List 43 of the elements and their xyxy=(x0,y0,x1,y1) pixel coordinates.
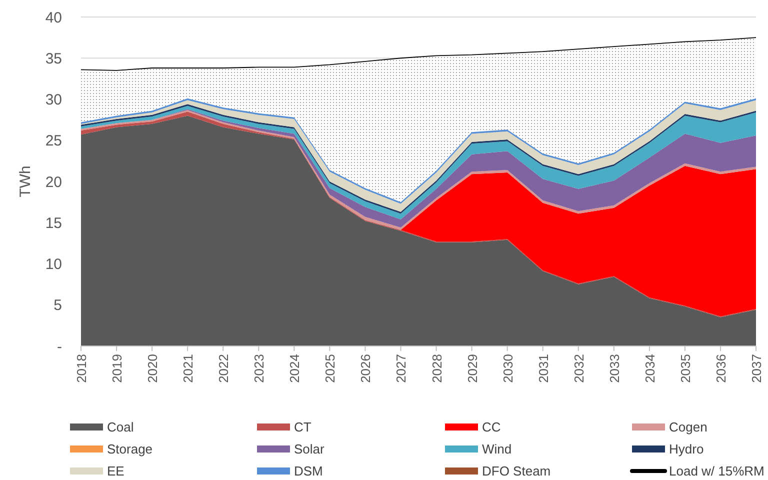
y-tick-label: 30 xyxy=(45,92,62,108)
y-tick-label: - xyxy=(57,338,62,356)
y-tick-label: 10 xyxy=(45,256,62,273)
y-tick-label: 15 xyxy=(45,214,62,232)
legend-label: Hydro xyxy=(669,442,704,457)
x-tick-label: 2036 xyxy=(713,354,728,383)
y-tick-label: 40 xyxy=(45,9,62,26)
legend-label: Solar xyxy=(294,442,326,457)
x-tick-label: 2027 xyxy=(394,354,409,383)
legend-label: Storage xyxy=(107,442,153,457)
x-tick-label: 2033 xyxy=(606,354,622,383)
legend-label: Coal xyxy=(107,420,134,435)
y-tick-label: 20 xyxy=(45,174,62,191)
x-tick-label: 2026 xyxy=(358,354,374,383)
legend-label: CC xyxy=(482,420,501,435)
x-tick-label: 2021 xyxy=(180,354,196,383)
x-tick-label: 2035 xyxy=(678,354,693,383)
x-tick-label: 2028 xyxy=(429,354,444,383)
x-tick-label: 2030 xyxy=(500,354,516,383)
y-tick-label: 35 xyxy=(45,50,62,68)
x-tick-label: 2034 xyxy=(642,354,658,383)
y-tick-label: 25 xyxy=(45,132,62,150)
x-tick-label: 2025 xyxy=(322,354,338,383)
legend-label: DSM xyxy=(294,464,323,479)
x-tick-label: 2022 xyxy=(216,354,232,383)
x-tick-label: 2037 xyxy=(749,354,764,383)
y-axis-title: TWh xyxy=(17,166,34,198)
x-tick-label: 2032 xyxy=(571,354,586,383)
x-tick-label: 2031 xyxy=(536,354,551,383)
x-tick-label: 2023 xyxy=(252,354,267,383)
legend-label: EE xyxy=(107,464,125,479)
x-tick-label: 2024 xyxy=(287,354,302,383)
x-tick-label: 2018 xyxy=(74,354,89,383)
legend-label: DFO Steam xyxy=(482,464,551,479)
y-tick-label: 5 xyxy=(54,297,62,314)
line-series xyxy=(80,37,756,71)
legend-label: CT xyxy=(294,420,312,435)
legend-label: Wind xyxy=(482,442,512,457)
legend-label: Cogen xyxy=(669,420,708,435)
x-tick-label: 2019 xyxy=(110,354,125,383)
legend-label: Load w/ 15%RM xyxy=(669,464,764,479)
x-tick-label: 2029 xyxy=(464,354,480,383)
x-tick-label: 2020 xyxy=(145,354,160,383)
